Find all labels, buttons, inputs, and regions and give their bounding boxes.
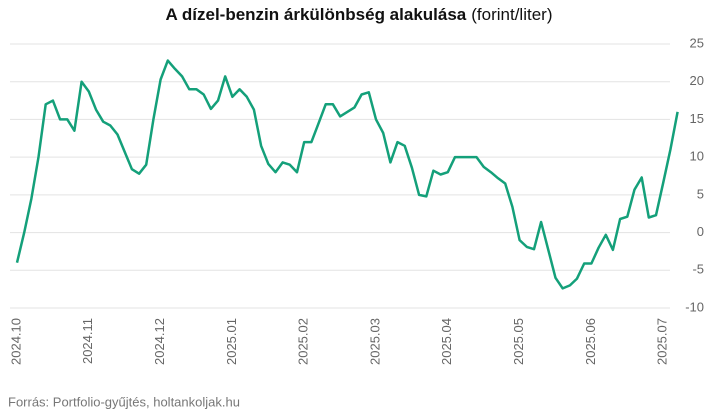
y-tick-label: 20 <box>690 73 704 88</box>
x-tick-label: 2025.05 <box>511 318 526 365</box>
chart-unit: (forint/liter) <box>471 5 552 24</box>
x-tick-label: 2025.02 <box>296 318 311 365</box>
y-tick-label: 5 <box>697 186 704 201</box>
x-tick-label: 2025.01 <box>224 318 239 365</box>
x-tick-label: 2025.03 <box>367 318 382 365</box>
y-tick-label: 10 <box>690 149 704 164</box>
x-tick-label: 2025.07 <box>655 318 670 365</box>
chart-heading: A dízel-benzin árkülönbség alakulása (for… <box>166 5 553 24</box>
x-tick-label: 2024.12 <box>152 318 167 365</box>
source: Forrás: Portfolio-gyűjtés, holtankoljak.… <box>8 394 240 409</box>
x-tick-label: 2025.04 <box>439 318 454 365</box>
y-tick-label: -5 <box>692 262 704 277</box>
y-tick-label: 25 <box>690 35 704 50</box>
x-tick-label: 2024.10 <box>8 318 23 365</box>
x-tick-label: 2025.06 <box>583 318 598 365</box>
chart-title: A dízel-benzin árkülönbség alakulása <box>166 5 467 24</box>
y-tick-label: 15 <box>690 111 704 126</box>
line <box>15 59 679 290</box>
y-tick-label: -10 <box>685 299 704 314</box>
x-tick-label: 2024.11 <box>80 318 95 364</box>
y-tick-label: 0 <box>697 224 704 239</box>
